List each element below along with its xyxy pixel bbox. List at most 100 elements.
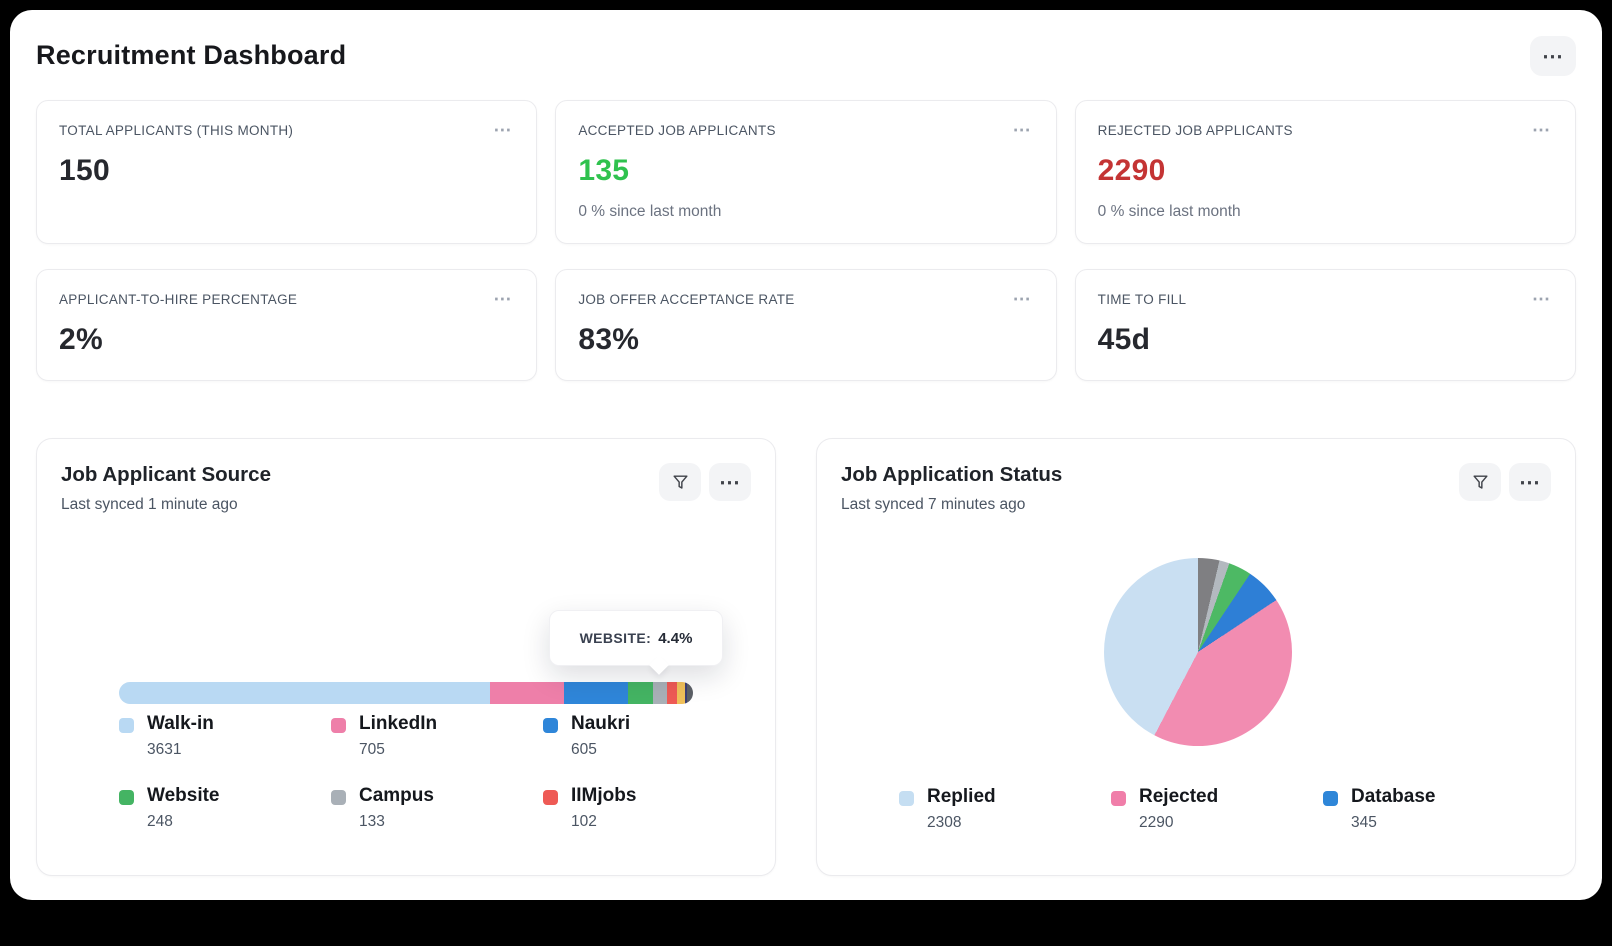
legend-value: 133	[359, 813, 385, 830]
pie-chart[interactable]	[1104, 558, 1292, 746]
bar-segment-website[interactable]	[628, 682, 654, 704]
bar-segment-iimjobs[interactable]	[667, 682, 678, 704]
bar-segment-other-3[interactable]	[686, 682, 693, 704]
stat-label: JOB OFFER ACCEPTANCE RATE	[578, 292, 795, 307]
legend-swatch	[1323, 791, 1338, 806]
card-menu-button[interactable]: ⋯	[1011, 290, 1034, 308]
job-application-status-card: Job Application Status Last synced 7 min…	[816, 438, 1576, 876]
stat-card-total-applicants: TOTAL APPLICANTS (THIS MONTH) ⋯ 150	[36, 100, 538, 244]
ellipsis-icon: ⋯	[719, 470, 741, 494]
legend-item-website[interactable]: Website 248	[119, 785, 331, 831]
chart-last-synced: Last synced 7 minutes ago	[841, 496, 1026, 513]
legend-item-linkedin[interactable]: LinkedIn 705	[331, 713, 543, 759]
ellipsis-icon: ⋯	[1012, 120, 1032, 140]
ellipsis-icon: ⋯	[1532, 289, 1551, 309]
legend-item-database[interactable]: Database 345	[1323, 786, 1535, 832]
legend-item-campus[interactable]: Campus 133	[331, 785, 543, 831]
legend-swatch	[331, 790, 346, 805]
legend-label: LinkedIn	[359, 713, 438, 734]
stat-card-offer-acceptance-rate: JOB OFFER ACCEPTANCE RATE ⋯ 83%	[555, 269, 1057, 381]
status-legend: Replied 2308 Rejected 2290 Database 345	[841, 786, 1551, 832]
chart-tooltip: WEBSITE: 4.4%	[549, 610, 723, 666]
stat-label: TIME TO FILL	[1097, 292, 1187, 307]
legend-value: 2308	[927, 814, 962, 831]
stacked-bar[interactable]	[119, 682, 693, 704]
ellipsis-icon: ⋯	[1532, 120, 1551, 140]
legend-label: Database	[1351, 786, 1436, 807]
legend-label: Campus	[359, 785, 434, 806]
stat-label: TOTAL APPLICANTS (THIS MONTH)	[59, 123, 294, 138]
charts-row: Job Applicant Source Last synced 1 minut…	[36, 438, 1576, 876]
stat-card-time-to-fill: TIME TO FILL ⋯ 45d	[1074, 269, 1576, 381]
legend-value: 102	[571, 813, 597, 830]
bar-segment-campus[interactable]	[653, 682, 668, 704]
bar-segment-other-2[interactable]	[684, 682, 687, 704]
chart-title: Job Applicant Source	[61, 463, 271, 486]
legend-value: 345	[1351, 814, 1377, 831]
bar-segment-walk-in[interactable]	[119, 682, 490, 704]
chart-title: Job Application Status	[841, 463, 1063, 486]
funnel-icon	[1471, 473, 1490, 492]
filter-button[interactable]	[659, 463, 701, 501]
card-menu-button[interactable]: ⋯	[491, 290, 514, 308]
funnel-icon	[671, 473, 690, 492]
ellipsis-icon: ⋯	[1519, 470, 1541, 494]
legend-label: Rejected	[1139, 786, 1219, 807]
stat-card-applicant-to-hire: APPLICANT-TO-HIRE PERCENTAGE ⋯ 2%	[36, 269, 538, 381]
stat-value: 83%	[578, 323, 640, 356]
legend-value: 2290	[1139, 814, 1174, 831]
legend-label: Naukri	[571, 713, 631, 734]
legend-label: Website	[147, 785, 220, 806]
chart-menu-button[interactable]: ⋯	[1509, 463, 1551, 501]
ellipsis-icon: ⋯	[1012, 289, 1032, 309]
legend-item-iimjobs[interactable]: IIMjobs 102	[543, 785, 755, 831]
legend-swatch	[1111, 791, 1126, 806]
filter-button[interactable]	[1459, 463, 1501, 501]
dashboard-panel: Recruitment Dashboard ⋯ TOTAL APPLICANTS…	[10, 10, 1602, 900]
stat-value: 150	[59, 154, 110, 187]
legend-value: 605	[571, 741, 597, 758]
legend-item-walk-in[interactable]: Walk-in 3631	[119, 713, 331, 759]
legend-item-replied[interactable]: Replied 2308	[899, 786, 1111, 832]
status-pie-chart-area	[841, 514, 1551, 782]
legend-swatch	[331, 718, 346, 733]
stat-card-accepted-applicants: ACCEPTED JOB APPLICANTS ⋯ 135 0 % since …	[555, 100, 1057, 244]
card-menu-button[interactable]: ⋯	[1530, 121, 1553, 139]
stat-subtext: 0 % since last month	[1097, 203, 1241, 220]
bar-segment-naukri[interactable]	[563, 682, 629, 704]
bar-segment-other-1[interactable]	[677, 682, 685, 704]
legend-label: IIMjobs	[571, 785, 637, 806]
card-menu-button[interactable]: ⋯	[1011, 121, 1034, 139]
bar-segment-linkedin[interactable]	[489, 682, 564, 704]
stat-card-rejected-applicants: REJECTED JOB APPLICANTS ⋯ 2290 0 % since…	[1074, 100, 1576, 244]
tooltip-label: WEBSITE:	[579, 630, 652, 646]
legend-value: 705	[359, 741, 385, 758]
legend-item-rejected[interactable]: Rejected 2290	[1111, 786, 1323, 832]
stat-value: 45d	[1097, 323, 1151, 356]
legend-item-naukri[interactable]: Naukri 605	[543, 713, 755, 759]
job-applicant-source-card: Job Applicant Source Last synced 1 minut…	[36, 438, 776, 876]
card-menu-button[interactable]: ⋯	[491, 121, 514, 139]
legend-swatch	[543, 790, 558, 805]
ellipsis-icon: ⋯	[493, 289, 513, 309]
page-menu-button[interactable]: ⋯	[1530, 36, 1576, 76]
tooltip-value: 4.4%	[658, 629, 693, 647]
stat-label: ACCEPTED JOB APPLICANTS	[578, 123, 776, 138]
ellipsis-icon: ⋯	[493, 120, 513, 140]
legend-swatch	[899, 791, 914, 806]
stat-label: APPLICANT-TO-HIRE PERCENTAGE	[59, 292, 298, 307]
legend-value: 3631	[147, 741, 182, 758]
stat-value: 2%	[59, 323, 103, 356]
legend-swatch	[119, 790, 134, 805]
legend-value: 248	[147, 813, 173, 830]
stats-row-1: TOTAL APPLICANTS (THIS MONTH) ⋯ 150 ACCE…	[36, 100, 1576, 244]
card-menu-button[interactable]: ⋯	[1530, 290, 1553, 308]
chart-menu-button[interactable]: ⋯	[709, 463, 751, 501]
ellipsis-icon: ⋯	[1542, 44, 1564, 68]
stat-value: 135	[578, 154, 630, 187]
source-bar-chart-area: WEBSITE: 4.4%	[61, 514, 751, 709]
legend-swatch	[119, 718, 134, 733]
source-legend: Walk-in 3631 LinkedIn 705 Naukri 605 Website 24…	[61, 713, 751, 831]
stat-value: 2290	[1097, 154, 1166, 187]
legend-label: Replied	[927, 786, 996, 807]
